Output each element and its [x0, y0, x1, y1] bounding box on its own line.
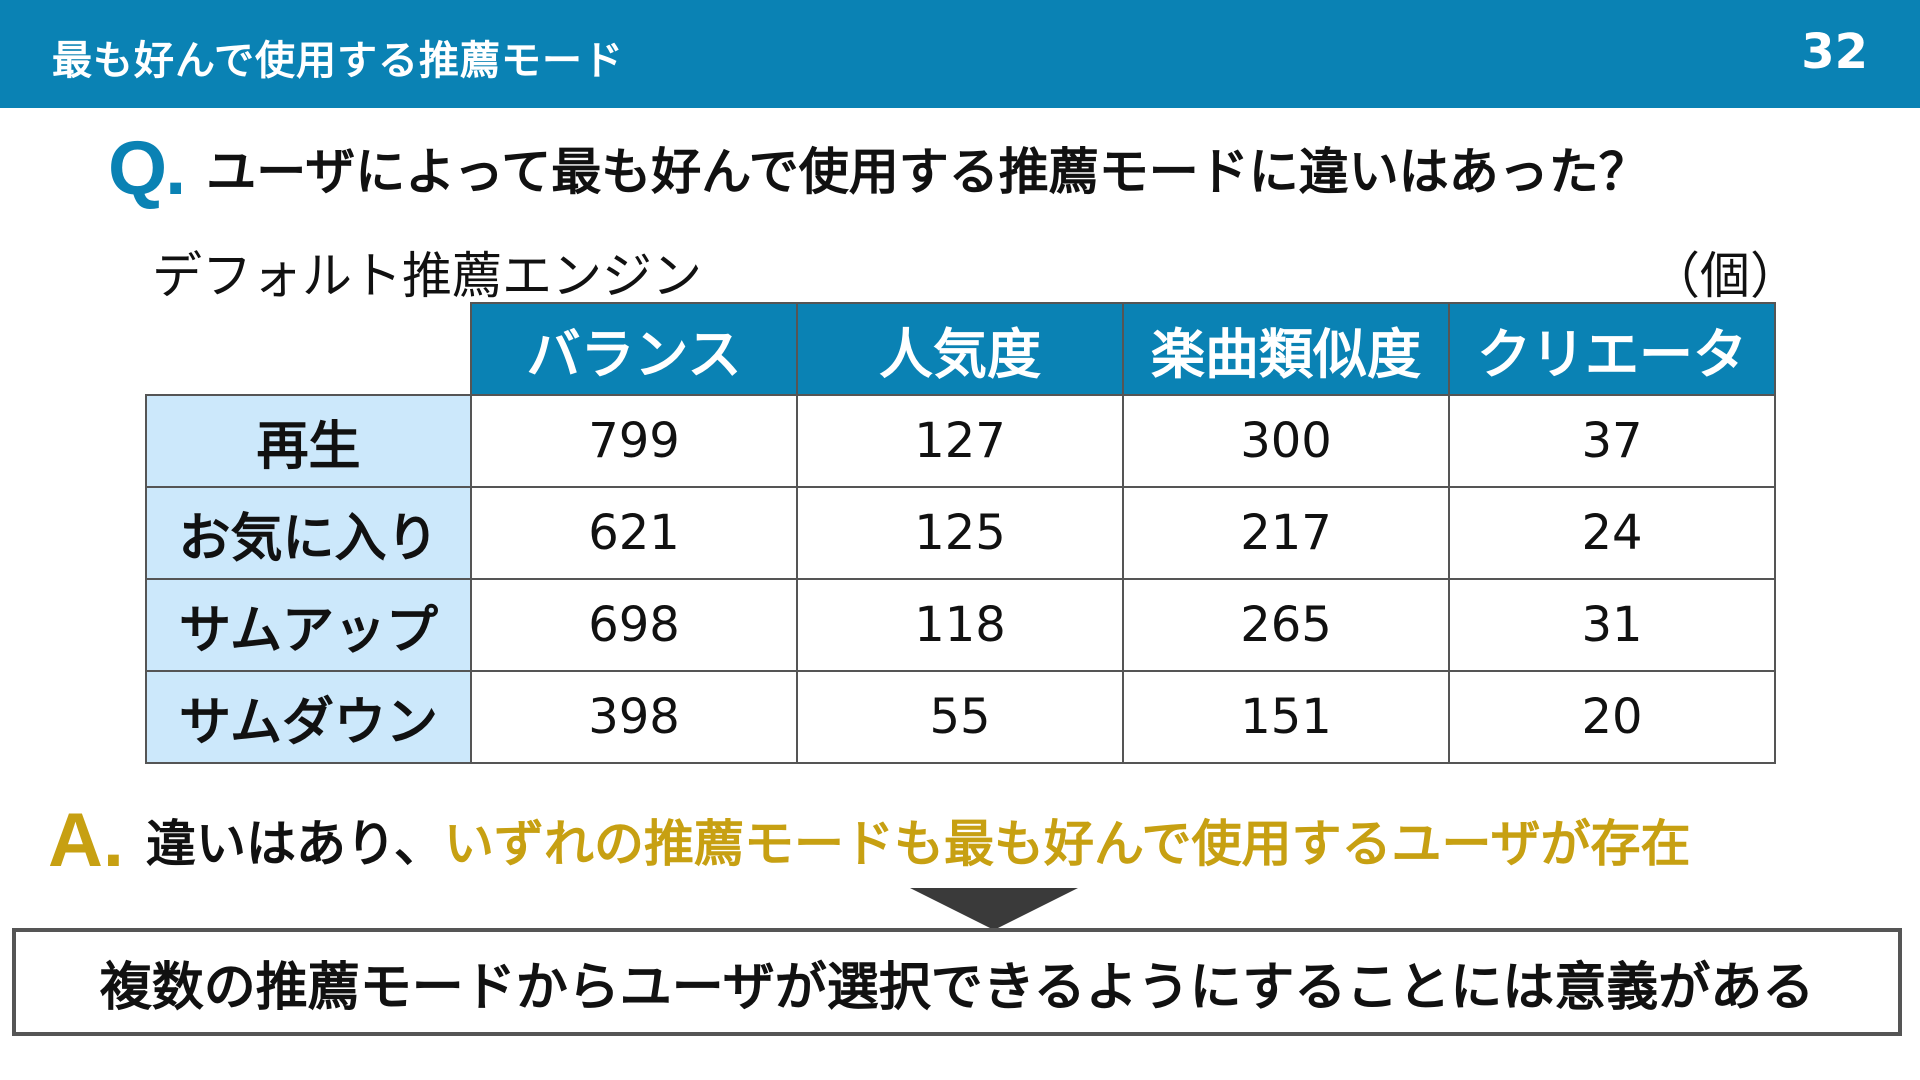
column-header: クリエータ — [1448, 302, 1776, 396]
table-cell: 37 — [1448, 394, 1776, 488]
down-arrow-icon — [910, 888, 1078, 930]
question-text: ユーザによって最も好んで使用する推薦モードに違いはあった？ — [206, 143, 1649, 201]
question-mark-label: Q. — [108, 125, 186, 211]
table-cell: 24 — [1448, 486, 1776, 580]
recommendation-mode-table: バランス 人気度 楽曲類似度 クリエータ 再生 799 127 300 37 お… — [145, 302, 1776, 764]
table-row: 再生 799 127 300 37 — [145, 394, 1776, 488]
column-header: 楽曲類似度 — [1122, 302, 1450, 396]
header-bar: 最も好んで使用する推薦モード 32 — [0, 0, 1920, 108]
conclusion-box: 複数の推薦モードからユーザが選択できるようにすることには意義がある — [12, 928, 1902, 1036]
table-cell: 398 — [470, 670, 798, 764]
table-corner — [146, 303, 471, 395]
answer-text-plain: 違いはあり、 — [146, 815, 444, 873]
table-cell: 621 — [470, 486, 798, 580]
page-number: 32 — [1801, 24, 1868, 80]
table-caption: デフォルト推薦エンジン — [152, 247, 702, 305]
row-header: 再生 — [145, 394, 472, 488]
table-cell: 265 — [1122, 578, 1450, 672]
row-header: サムアップ — [145, 578, 472, 672]
table-cell: 300 — [1122, 394, 1450, 488]
column-header: 人気度 — [796, 302, 1124, 396]
row-header: お気に入り — [145, 486, 472, 580]
table-row: サムダウン 398 55 151 20 — [145, 670, 1776, 764]
answer: A. 違いはあり、 いずれの推薦モードも最も好んで使用するユーザが存在 — [48, 798, 1691, 883]
table-cell: 799 — [470, 394, 798, 488]
table-cell: 217 — [1122, 486, 1450, 580]
table-cell: 118 — [796, 578, 1124, 672]
table-cell: 125 — [796, 486, 1124, 580]
table-cell: 698 — [470, 578, 798, 672]
table-cell: 127 — [796, 394, 1124, 488]
table-cell: 151 — [1122, 670, 1450, 764]
table-cell: 55 — [796, 670, 1124, 764]
question: Q. ユーザによって最も好んで使用する推薦モードに違いはあった？ — [108, 126, 1649, 211]
table-row: お気に入り 621 125 217 24 — [145, 486, 1776, 580]
slide-title: 最も好んで使用する推薦モード — [52, 38, 624, 84]
column-header: バランス — [470, 302, 798, 396]
table-header-row: バランス 人気度 楽曲類似度 クリエータ — [146, 302, 1776, 396]
table-unit: （個） — [1650, 247, 1800, 305]
table-cell: 20 — [1448, 670, 1776, 764]
answer-text-highlight: いずれの推薦モードも最も好んで使用するユーザが存在 — [444, 815, 1691, 873]
answer-mark-label: A. — [48, 797, 124, 883]
table-row: サムアップ 698 118 265 31 — [145, 578, 1776, 672]
table-cell: 31 — [1448, 578, 1776, 672]
row-header: サムダウン — [145, 670, 472, 764]
